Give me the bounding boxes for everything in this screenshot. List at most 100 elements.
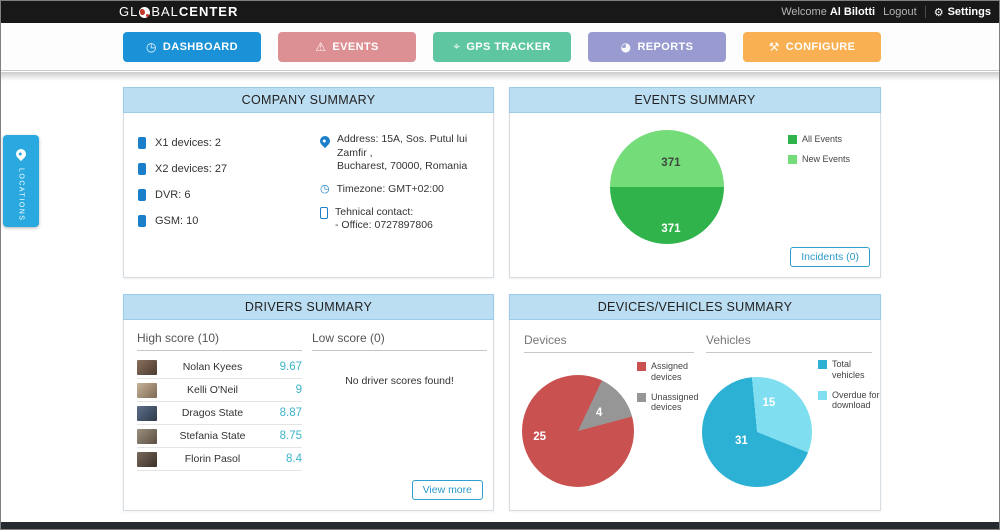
legend-item: Overdue for download xyxy=(818,390,880,412)
device-icon xyxy=(138,137,146,149)
legend-swatch xyxy=(818,390,827,400)
main-nav: ◷ DASHBOARD ⚠ EVENTS ⌖ GPS TRACKER ◕ REP… xyxy=(1,23,999,71)
logo: GL BAL CENTER xyxy=(119,1,238,23)
devices-vehicles-summary-panel: DEVICES/VEHICLES SUMMARY Devices Vehicle… xyxy=(509,294,881,511)
devices-legend: Assigned devices Unassigned devices xyxy=(637,361,713,413)
address-text: Address: 15A, Sos. Putul lui Zamfir , Bu… xyxy=(337,133,488,174)
gps-pin-icon: ⌖ xyxy=(453,39,461,53)
logout-link[interactable]: Logout xyxy=(883,6,917,18)
panel-title: DRIVERS SUMMARY xyxy=(123,294,494,320)
driver-score: 8.75 xyxy=(279,430,302,442)
driver-avatar xyxy=(137,428,157,444)
address-row: Address: 15A, Sos. Putul lui Zamfir , Bu… xyxy=(317,133,488,174)
contact-label: Tehnical contact: xyxy=(335,205,414,218)
locations-label: LOCATIONS xyxy=(17,168,25,222)
logo-text-gl: GL xyxy=(119,4,139,19)
nav-shadow xyxy=(1,72,999,81)
welcome-text: Welcome Al Bilotti xyxy=(781,6,875,18)
warning-icon: ⚠ xyxy=(315,39,327,54)
legend-swatch xyxy=(788,135,797,144)
device-count-label: DVR: 6 xyxy=(155,189,191,201)
drivers-summary-panel: DRIVERS SUMMARY High score (10) Low scor… xyxy=(123,294,494,511)
map-pin-icon xyxy=(13,146,29,162)
panel-title: DEVICES/VEHICLES SUMMARY xyxy=(509,294,881,320)
pie-value-label: 371 xyxy=(661,223,681,236)
pie-chart-icon: ◕ xyxy=(620,39,632,54)
events-legend: All Events New Events xyxy=(788,134,850,165)
gear-icon: ⚙ xyxy=(933,5,944,19)
driver-row: Kelli O'Neil 9 xyxy=(137,379,302,402)
topbar-right: Welcome Al Bilotti Logout ⚙ Settings xyxy=(781,1,991,23)
tab-events[interactable]: ⚠ EVENTS xyxy=(278,31,416,62)
pie-value-label: 31 xyxy=(735,435,748,448)
driver-name: Kelli O'Neil xyxy=(186,384,239,396)
vehicles-legend: Total vehicles Overdue for download xyxy=(818,359,880,411)
settings-link[interactable]: ⚙ Settings xyxy=(934,6,991,19)
device-icon xyxy=(138,215,146,227)
pie-value-label: 25 xyxy=(533,431,546,443)
list-item: X2 devices: 27 xyxy=(138,156,227,182)
driver-row: Dragos State 8.87 xyxy=(137,402,302,425)
device-count-label: GSM: 10 xyxy=(155,215,199,227)
globe-icon xyxy=(139,6,151,18)
tab-gps-tracker[interactable]: ⌖ GPS TRACKER xyxy=(433,31,571,62)
driver-avatar xyxy=(137,359,157,375)
driver-name: Stefania State xyxy=(179,430,246,442)
events-summary-panel: EVENTS SUMMARY 371 371 All Events New Ev… xyxy=(509,87,881,278)
driver-score: 8.87 xyxy=(279,407,302,419)
driver-row: Nolan Kyees 9.67 xyxy=(137,356,302,379)
driver-avatar xyxy=(137,451,157,467)
driver-row: Stefania State 8.75 xyxy=(137,425,302,448)
tab-label: DASHBOARD xyxy=(162,40,238,53)
legend-swatch xyxy=(637,362,646,371)
locations-side-tab[interactable]: LOCATIONS xyxy=(3,135,39,227)
clock-icon: ◷ xyxy=(320,181,330,195)
tab-reports[interactable]: ◕ REPORTS xyxy=(588,31,726,62)
legend-item: New Events xyxy=(788,154,850,165)
contact-value: - Office: 0727897806 xyxy=(335,219,433,232)
legend-item: Unassigned devices xyxy=(637,392,713,414)
driver-score: 8.4 xyxy=(286,453,302,465)
device-count-label: X2 devices: 27 xyxy=(155,163,228,175)
panel-title: EVENTS SUMMARY xyxy=(509,87,881,113)
vehicles-pie-chart[interactable]: 31 15 xyxy=(702,377,812,487)
contact-row: Tehnical contact: - Office: 0727897806 xyxy=(320,206,488,233)
legend-label: Assigned devices xyxy=(651,361,689,382)
devices-pie-chart[interactable]: 25 4 xyxy=(522,375,634,487)
driver-avatar xyxy=(137,382,157,398)
driver-avatar xyxy=(137,405,157,421)
legend-item: Assigned devices xyxy=(637,361,713,383)
vehicles-header: Vehicles xyxy=(706,333,872,353)
list-item: GSM: 10 xyxy=(138,208,227,234)
tab-dashboard[interactable]: ◷ DASHBOARD xyxy=(123,31,261,62)
timezone-row: ◷ Timezone: GMT+02:00 xyxy=(320,183,488,197)
logo-text-bal: BAL xyxy=(151,4,179,19)
driver-row: Florin Pasol 8.4 xyxy=(137,448,302,471)
high-score-header: High score (10) xyxy=(137,331,302,351)
pie-value-label: 15 xyxy=(762,396,776,409)
driver-score: 9 xyxy=(295,384,302,396)
welcome-label: Welcome xyxy=(781,6,827,18)
pie-value-label: 4 xyxy=(595,407,603,420)
device-icon xyxy=(138,189,146,201)
company-contact-block: Address: 15A, Sos. Putul lui Zamfir , Bu… xyxy=(317,133,488,242)
low-score-empty-message: No driver scores found! xyxy=(345,375,454,387)
list-item: DVR: 6 xyxy=(138,182,227,208)
view-more-button[interactable]: View more xyxy=(411,480,483,500)
legend-label: Overdue for download xyxy=(832,389,880,411)
high-score-list: Nolan Kyees 9.67 Kelli O'Neil 9 Dragos S… xyxy=(137,356,302,471)
wrench-icon: ⚒ xyxy=(768,39,780,54)
device-counts-list: X1 devices: 2 X2 devices: 27 DVR: 6 GSM:… xyxy=(138,130,227,234)
panel-title: COMPANY SUMMARY xyxy=(123,87,494,113)
tab-configure[interactable]: ⚒ CONFIGURE xyxy=(743,31,881,62)
device-count-label: X1 devices: 2 xyxy=(155,137,222,149)
incidents-button[interactable]: Incidents (0) xyxy=(790,247,870,267)
map-pin-icon xyxy=(317,133,333,149)
legend-swatch xyxy=(637,392,646,402)
driver-name: Florin Pasol xyxy=(184,453,241,465)
company-summary-panel: COMPANY SUMMARY X1 devices: 2 X2 devices… xyxy=(123,87,494,278)
address-line1: Address: 15A, Sos. Putul lui Zamfir , xyxy=(337,133,468,159)
events-pie-chart[interactable]: 371 371 xyxy=(610,130,724,244)
devices-header: Devices xyxy=(524,333,694,353)
